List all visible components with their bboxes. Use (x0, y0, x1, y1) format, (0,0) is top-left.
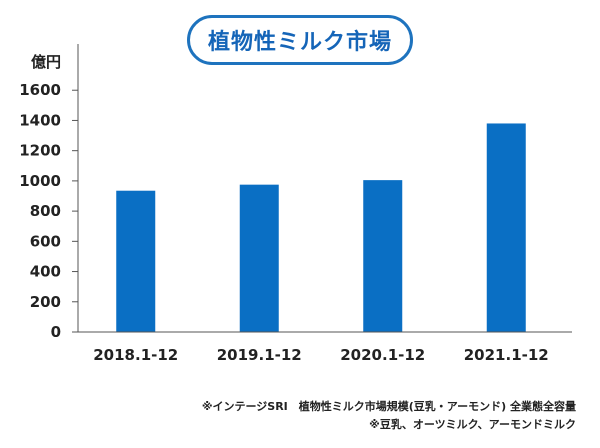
x-axis-ticks: 2018.1-12 2019.1-12 2020.1-12 2021.1-12 (93, 346, 548, 364)
x-tick-label: 2020.1-12 (340, 346, 425, 364)
x-tick-label: 2018.1-12 (93, 346, 178, 364)
y-tick-label: 600 (30, 232, 61, 250)
y-tick-label: 1000 (19, 172, 61, 190)
y-axis-ticks: 0 200 400 600 800 1000 1200 1400 1600 (19, 81, 78, 341)
scope-note: ※豆乳、オーツミルク、アーモンドミルク (369, 418, 576, 431)
bar-2018.1-12 (116, 190, 156, 332)
y-tick-label: 200 (30, 293, 61, 311)
bars (116, 123, 526, 332)
chart-title: 植物性ミルク市場 (187, 15, 413, 65)
y-tick-label: 0 (51, 323, 61, 341)
source-note: ※インテージSRI 植物性ミルク市場規模(豆乳・アーモンド) 全業態全容量 (201, 400, 576, 413)
bar-2021.1-12 (486, 123, 526, 332)
bar-2019.1-12 (239, 184, 279, 332)
x-tick-label: 2019.1-12 (217, 346, 302, 364)
y-tick-label: 400 (30, 263, 61, 281)
y-tick-label: 1600 (19, 81, 61, 99)
y-tick-label: 1200 (19, 142, 61, 160)
y-tick-label: 800 (30, 202, 61, 220)
y-axis-unit-label: 億円 (31, 53, 61, 71)
x-tick-label: 2021.1-12 (464, 346, 549, 364)
bar-2020.1-12 (363, 180, 403, 332)
y-tick-label: 1400 (19, 111, 61, 129)
